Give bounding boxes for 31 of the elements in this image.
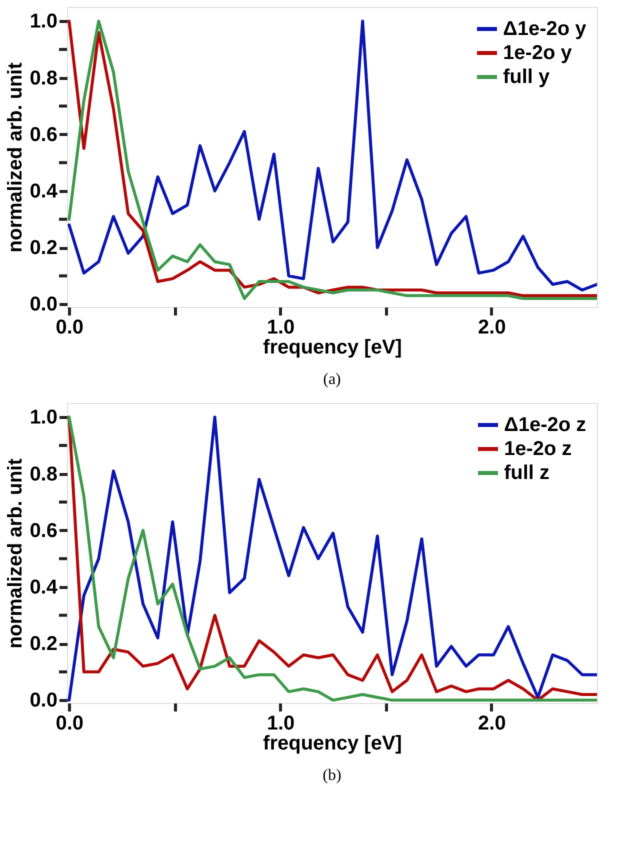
- x-axis-title: frequency [eV]: [263, 336, 402, 358]
- legend-label: Δ1e-2o y: [503, 18, 588, 40]
- legend-label: Δ1e-2o z: [504, 414, 586, 436]
- x-axis-title: frequency [eV]: [263, 732, 402, 754]
- x-tick-label: 2.0: [478, 316, 506, 338]
- x-tick-label: 1.0: [266, 712, 295, 734]
- y-tick-label: 0.4: [30, 180, 58, 202]
- text: (a): [323, 371, 341, 388]
- legend-label: 1e-2o z: [504, 438, 572, 460]
- y-tick-label: 0.0: [30, 690, 58, 712]
- y-tick-label: 0.8: [30, 463, 58, 486]
- x-tick-label: 0.0: [56, 316, 84, 338]
- legend-label: full z: [504, 462, 550, 484]
- y-tick-label: 1.0: [30, 10, 58, 33]
- y-axis-title: normalized arb. unit: [4, 458, 27, 649]
- text: (b): [322, 767, 342, 784]
- y-tick-label: 0.6: [30, 520, 58, 542]
- y-tick-label: 0.6: [30, 124, 58, 146]
- y-tick-label: 0.2: [30, 633, 58, 656]
- y-tick-label: 0.2: [30, 237, 58, 260]
- y-tick-label: 0.0: [30, 294, 58, 316]
- y-tick-label: 0.8: [30, 67, 58, 90]
- y-axis-title: normalized arb. unit: [4, 62, 27, 253]
- legend-label: 1e-2o y: [503, 42, 573, 64]
- x-tick-label: 1.0: [266, 316, 295, 338]
- y-tick-label: 1.0: [30, 406, 58, 429]
- line-series: [68, 416, 597, 702]
- legend-label: full y: [503, 66, 551, 88]
- x-tick-label: 2.0: [478, 712, 506, 734]
- x-tick-label: 0.0: [56, 712, 84, 734]
- y-tick-label: 0.4: [30, 576, 58, 598]
